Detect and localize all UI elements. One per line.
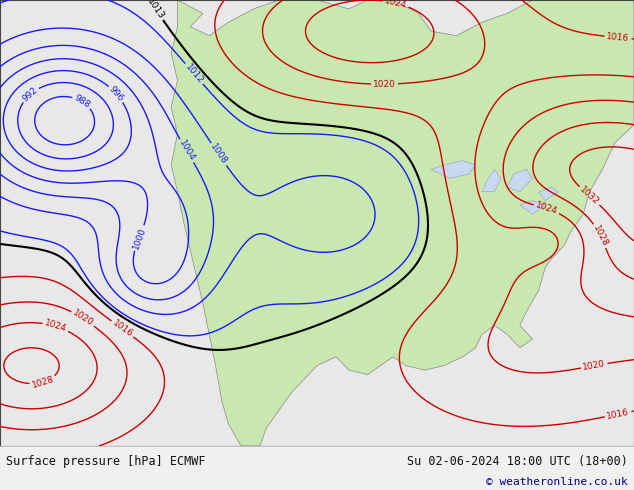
Text: 988: 988 xyxy=(72,93,92,110)
Text: 1024: 1024 xyxy=(44,318,68,334)
Polygon shape xyxy=(507,170,533,192)
Text: 992: 992 xyxy=(21,85,39,103)
Text: 1020: 1020 xyxy=(71,309,95,328)
Text: 1020: 1020 xyxy=(582,359,606,372)
Text: 1028: 1028 xyxy=(30,374,55,390)
Text: 996: 996 xyxy=(107,84,126,103)
Text: 1012: 1012 xyxy=(183,62,205,85)
Polygon shape xyxy=(482,170,501,192)
Text: 1032: 1032 xyxy=(578,185,601,207)
Polygon shape xyxy=(0,0,634,446)
Text: 1020: 1020 xyxy=(373,79,396,89)
Text: Surface pressure [hPa] ECMWF: Surface pressure [hPa] ECMWF xyxy=(6,455,206,468)
Text: © weatheronline.co.uk: © weatheronline.co.uk xyxy=(486,477,628,487)
Text: 1000: 1000 xyxy=(131,226,147,250)
Text: 1016: 1016 xyxy=(606,408,630,421)
Polygon shape xyxy=(431,161,476,178)
Text: 1024: 1024 xyxy=(384,0,408,10)
Polygon shape xyxy=(539,187,558,201)
Text: 1016: 1016 xyxy=(606,32,630,43)
Polygon shape xyxy=(520,201,545,214)
Text: 1024: 1024 xyxy=(534,201,559,217)
Text: 1013: 1013 xyxy=(145,0,165,21)
Text: 1016: 1016 xyxy=(110,318,134,340)
Text: Su 02-06-2024 18:00 UTC (18+00): Su 02-06-2024 18:00 UTC (18+00) xyxy=(407,455,628,468)
Polygon shape xyxy=(171,0,634,446)
Text: 1008: 1008 xyxy=(209,142,229,166)
Text: 1028: 1028 xyxy=(591,223,609,248)
Text: 1004: 1004 xyxy=(177,139,197,163)
